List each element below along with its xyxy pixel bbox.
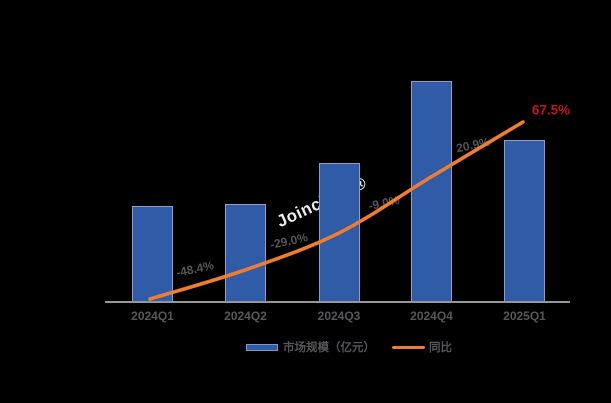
legend-label-market-size: 市场规模（亿元） — [283, 342, 375, 354]
x-tick-2024Q2: 2024Q2 — [224, 309, 267, 323]
bar-2024Q3 — [318, 163, 360, 302]
yoy-label-2024Q1: -48.4% — [174, 258, 216, 280]
legend-bar-swatch — [246, 343, 278, 351]
x-tick-2024Q1: 2024Q1 — [131, 309, 174, 323]
legend: 市场规模（亿元） 同比 — [246, 339, 452, 355]
x-tick-2024Q3: 2024Q3 — [317, 309, 361, 323]
yoy-label-2025Q1: 67.5% — [531, 102, 571, 118]
x-tick-2025Q1: 2025Q1 — [503, 309, 546, 323]
bar-2025Q1 — [504, 140, 545, 302]
bar-2024Q4 — [411, 81, 452, 302]
legend-label-yoy: 同比 — [429, 342, 452, 354]
yoy-label-2024Q4: 20.9% — [454, 134, 492, 156]
bar-2024Q1 — [132, 206, 173, 302]
x-tick-2024Q4: 2024Q4 — [410, 309, 453, 323]
legend-line-swatch — [392, 345, 425, 349]
yoy-label-2024Q2: -29.0% — [268, 230, 310, 252]
yoy-label-2024Q3: -9.0% — [367, 192, 401, 214]
x-axis-line — [105, 301, 570, 303]
bar-2024Q2 — [225, 204, 266, 302]
